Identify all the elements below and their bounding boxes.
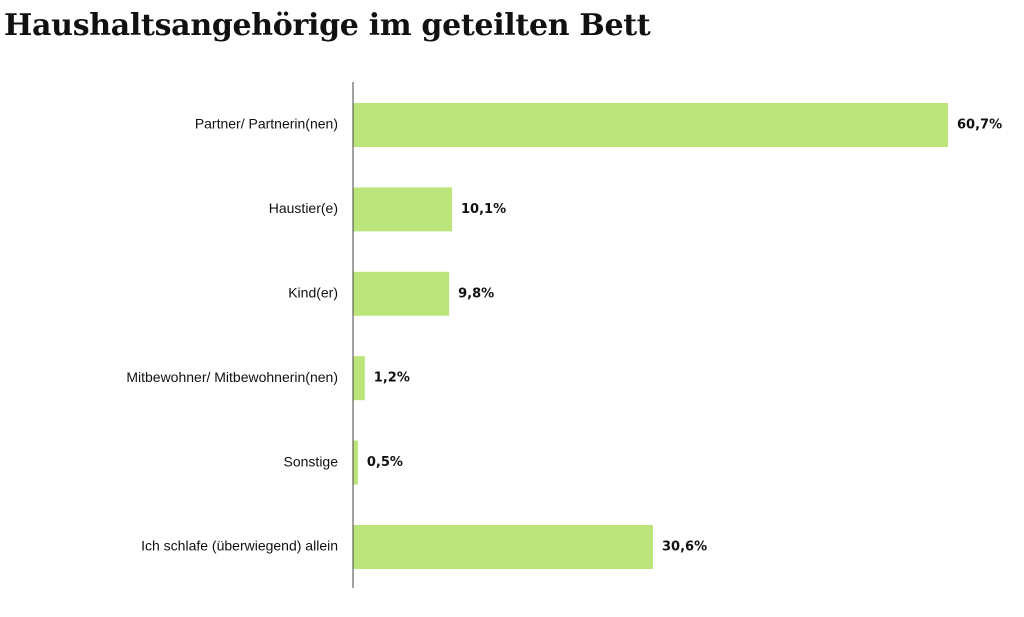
category-label-0: Partner/ Partnerin(nen) [195, 116, 338, 132]
value-label-0: 60,7% [957, 118, 1002, 133]
value-label-5: 30,6% [662, 540, 707, 555]
value-label-2: 9,8% [458, 286, 494, 301]
value-label-4: 0,5% [367, 455, 403, 470]
category-label-1: Haustier(e) [269, 200, 338, 216]
bar-3 [353, 356, 365, 401]
chart-title: Haushaltsangehörige im geteilten Bett [4, 8, 651, 43]
category-label-5: Ich schlafe (überwiegend) allein [141, 538, 338, 554]
value-label-1: 10,1% [461, 202, 506, 217]
bar-0 [353, 103, 948, 147]
category-label-4: Sonstige [284, 453, 339, 469]
value-label-3: 1,2% [374, 371, 410, 386]
bar-5 [353, 525, 653, 569]
bar-2 [353, 271, 450, 316]
category-labels: Partner/ Partnerin(nen) Haustier(e) Kind(e… [126, 116, 338, 554]
bar-4 [353, 440, 358, 485]
category-label-2: Kind(er) [288, 285, 338, 301]
bars-layer [353, 103, 948, 569]
value-labels: 60,7% 10,1% 9,8% 1,2% 0,5% 30,6% [367, 118, 1002, 555]
category-label-3: Mitbewohner/ Mitbewohnerin(nen) [126, 369, 338, 385]
bar-1 [353, 187, 452, 232]
